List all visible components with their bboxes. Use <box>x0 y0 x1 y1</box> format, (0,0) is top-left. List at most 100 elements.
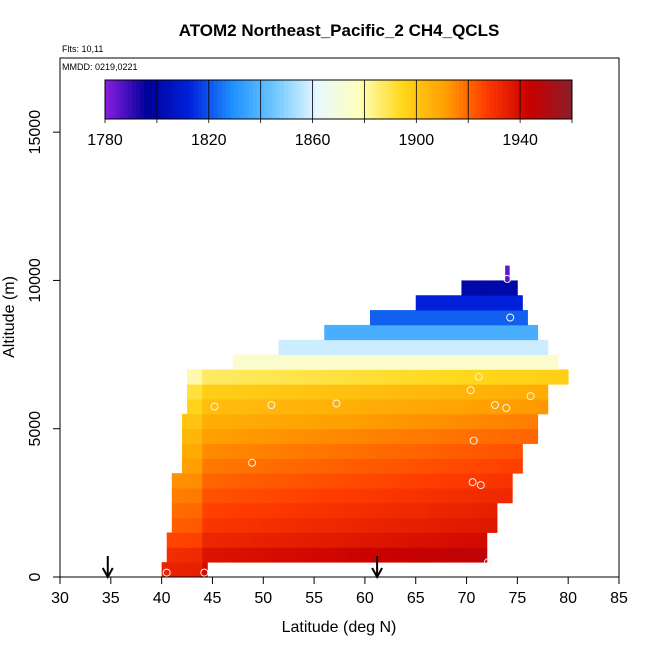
heatmap-cell <box>253 399 259 415</box>
heatmap-cell <box>476 413 483 430</box>
heatmap-cell <box>425 488 432 504</box>
heatmap-cell <box>436 473 442 489</box>
heatmap-cell <box>430 473 437 489</box>
heatmap-cell <box>359 354 366 370</box>
heatmap-cell <box>273 517 279 533</box>
colorbar-segment <box>470 80 476 119</box>
heatmap-cell <box>324 532 330 548</box>
heatmap-cell <box>293 488 300 504</box>
heatmap-cell <box>212 502 218 519</box>
heatmap-cell <box>227 443 234 459</box>
colorbar-segment <box>443 80 448 119</box>
heatmap-cell <box>273 413 279 430</box>
heatmap-cell <box>491 443 498 459</box>
heatmap-cell <box>298 399 305 415</box>
heatmap-cell <box>349 517 356 533</box>
heatmap-cell <box>171 547 178 563</box>
heatmap-cell <box>258 547 264 563</box>
heatmap-cell <box>451 339 457 355</box>
heatmap-cell <box>400 532 406 548</box>
heatmap-cell <box>197 458 203 474</box>
heatmap-cell <box>390 488 396 504</box>
heatmap-cell <box>486 369 493 385</box>
heatmap-cell <box>192 384 198 400</box>
heatmap-cell <box>227 488 234 504</box>
colorbar-segment <box>451 80 456 119</box>
heatmap-cell <box>298 532 305 548</box>
heatmap-cell <box>288 339 295 355</box>
heatmap-cell <box>430 502 437 519</box>
heatmap-cell <box>253 443 259 459</box>
heatmap-cell <box>441 369 447 385</box>
sample-point <box>466 386 475 395</box>
heatmap-cell <box>491 473 498 489</box>
heatmap-cell <box>303 458 310 474</box>
colorbar-segment <box>544 80 550 119</box>
heatmap-cell <box>253 547 259 563</box>
heatmap-cell <box>436 458 442 474</box>
heatmap-cell <box>410 428 417 444</box>
heatmap-cell <box>293 428 300 444</box>
heatmap-cell <box>359 413 366 430</box>
heatmap-cell <box>248 473 254 489</box>
heatmap-cell <box>217 384 224 400</box>
heatmap-cell <box>456 324 462 341</box>
heatmap-cell <box>390 517 396 533</box>
heatmap-cell <box>334 488 340 504</box>
heatmap-cell <box>227 473 234 489</box>
heatmap-cell <box>359 339 366 355</box>
heatmap-cell <box>502 324 508 341</box>
heatmap-cell <box>430 384 437 400</box>
heatmap-cell <box>212 369 218 385</box>
heatmap-cell <box>263 413 269 430</box>
heatmap-cell <box>507 473 513 489</box>
heatmap-cell <box>420 310 427 326</box>
heatmap-cell <box>385 517 391 533</box>
heatmap-cell <box>324 399 330 415</box>
heatmap-cell <box>466 295 473 311</box>
heatmap-cell <box>375 369 381 385</box>
heatmap-cell <box>491 324 498 341</box>
heatmap-cell <box>471 384 478 400</box>
heatmap-cell <box>436 324 442 341</box>
sample-point <box>503 274 512 283</box>
heatmap-cell <box>242 488 249 504</box>
heatmap-cell <box>166 532 173 548</box>
heatmap-cell <box>237 532 244 548</box>
heatmap-cell <box>380 369 386 385</box>
heatmap-cell <box>248 384 254 400</box>
heatmap-cell <box>298 339 305 355</box>
heatmap-cell <box>502 443 508 459</box>
heatmap-cell <box>303 339 310 355</box>
heatmap-cell <box>481 488 488 504</box>
heatmap-cell <box>202 532 208 548</box>
heatmap-cell <box>248 369 254 385</box>
heatmap-cell <box>507 369 513 385</box>
colorbar-segment <box>439 80 445 119</box>
heatmap-cell <box>471 473 478 489</box>
heatmap-cell <box>375 547 381 563</box>
heatmap-cell <box>181 517 188 533</box>
heatmap-cell <box>314 384 320 400</box>
colorbar-segment <box>408 80 413 119</box>
heatmap-cell <box>502 369 508 385</box>
colorbar-segment <box>206 80 211 119</box>
heatmap-cell <box>430 413 437 430</box>
heatmap-cell <box>471 458 478 474</box>
heatmap-cell <box>309 517 315 533</box>
plot-frame <box>59 57 620 578</box>
colorbar-segment <box>136 80 141 119</box>
heatmap-cell <box>502 458 508 474</box>
heatmap-cell <box>400 354 406 370</box>
heatmap-cell <box>405 502 412 519</box>
heatmap-cell <box>303 413 310 430</box>
heatmap-cell <box>400 413 406 430</box>
heatmap-cell <box>410 502 417 519</box>
heatmap-cell <box>502 428 508 444</box>
heatmap-cell <box>212 458 218 474</box>
heatmap-cell <box>380 384 386 400</box>
heatmap-cell <box>436 502 442 519</box>
heatmap-cell <box>481 399 488 415</box>
heatmap-cell <box>380 488 386 504</box>
heatmap-cell <box>222 517 229 533</box>
